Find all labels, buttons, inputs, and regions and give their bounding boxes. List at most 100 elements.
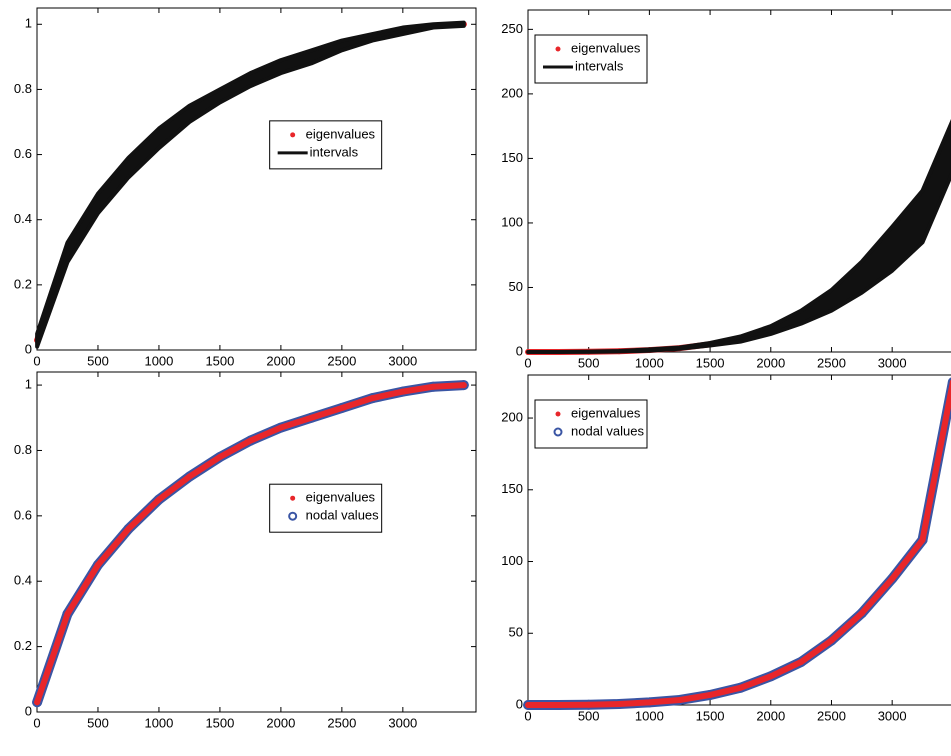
eigen-point [555,702,562,708]
y-tick-label: 0.4 [14,211,32,226]
eigen-point [94,561,101,568]
x-tick-label: 2000 [756,708,785,723]
x-tick-label: 3000 [388,715,417,730]
x-tick-label: 0 [524,355,531,370]
x-tick-label: 0 [33,715,40,730]
x-tick-label: 3000 [388,353,417,368]
legend-swatch [290,495,296,501]
legend-swatch [553,427,563,437]
x-tick-label: 1500 [696,708,725,723]
y-tick-label: 1 [25,377,32,392]
x-tick-label: 2500 [327,353,356,368]
x-tick-label: 0 [33,353,40,368]
x-tick-label: 2500 [817,355,846,370]
eigen-point [430,383,437,390]
legend-label: eigenvalues [306,126,376,141]
legend: eigenvalues nodal values [534,399,648,449]
y-tick-label: 150 [501,150,523,165]
legend-label: eigenvalues [571,405,641,420]
y-tick-label: 0.8 [14,81,32,96]
x-tick-label: 2500 [327,715,356,730]
legend: eigenvalues intervals [269,120,383,170]
x-tick-label: 1500 [205,353,234,368]
y-tick-label: 0.8 [14,442,32,457]
legend: eigenvalues nodal values [269,483,383,533]
y-tick-label: 0.2 [14,276,32,291]
y-tick-label: 0 [516,343,523,358]
legend-label: intervals [575,58,624,73]
eigen-point [919,537,926,543]
eigen-point [525,702,532,708]
x-tick-label: 500 [87,715,109,730]
x-tick-label: 500 [87,353,109,368]
x-tick-label: 1500 [696,355,725,370]
y-tick-label: 0 [25,341,32,356]
eigen-point [64,610,71,617]
y-tick-label: 250 [501,21,523,36]
eigen-point [338,404,345,411]
y-tick-label: 150 [501,481,523,496]
eigen-point [828,637,835,644]
plots: 0 500 1000 1500 2000 2500 300000.20.40.60.81ei… [14,7,951,730]
eigen-point [889,575,896,582]
x-tick-label: 0 [524,708,531,723]
axes-box [36,7,477,351]
subplot: 0 500 1000 1500 2000 2500 3000 0 0.2 0.4 0.6 0.8 1 ei… [14,371,477,730]
nodal-point [947,377,951,387]
eigen-point [186,473,193,480]
legend-label: eigenvalues [571,40,641,55]
legend-label: nodal values [306,508,379,523]
legend-label: eigenvalues [306,490,376,505]
y-tick-label: 0.4 [14,573,32,588]
eigen-point [399,388,406,395]
eigen-point [34,699,41,706]
eigen-point [737,684,744,691]
eigen-point [707,691,714,698]
eigen-point [767,673,774,680]
eigen-point [676,696,683,703]
legend-label: nodal values [571,423,644,438]
axes-box [527,9,951,353]
x-tick-label: 2000 [266,715,295,730]
subplot: 0 500 1000 1500 2000 2500 3000 0 50 100 150 200 250 e… [501,9,951,370]
y-tick-label: 0 [516,696,523,711]
y-tick-label: 200 [501,409,523,424]
legend-swatch [555,411,561,417]
interval-band [35,20,466,349]
legend-box [269,483,383,533]
eigen-point [125,525,132,532]
eigen-point [369,395,376,402]
y-tick-label: 0.6 [14,507,32,522]
y-tick-label: 100 [501,214,523,229]
eigen-point [460,382,467,389]
x-tick-label: 1000 [635,355,664,370]
y-tick-label: 0.2 [14,638,32,653]
eigen-point [155,496,162,503]
axes-box [36,371,477,713]
x-tick-label: 2500 [817,708,846,723]
y-tick-label: 100 [501,553,523,568]
eigen-point [646,699,653,706]
legend: eigenvalues intervals [534,34,648,84]
eigen-point [858,610,865,617]
x-tick-label: 1500 [205,715,234,730]
subplot: 0 500 1000 1500 2000 2500 3000 0 50 100 150 200 eige… [501,374,951,723]
y-tick-label: 1 [25,16,32,31]
x-tick-label: 1000 [144,715,173,730]
legend-swatch [290,132,296,138]
eigen-point [247,437,254,444]
x-tick-label: 1000 [144,353,173,368]
legend-box [534,399,648,449]
x-tick-label: 500 [578,355,600,370]
legend-swatch [555,46,561,52]
axes-box [527,374,951,706]
legend-swatch [288,511,298,521]
y-tick-label: 0 [25,703,32,718]
x-tick-label: 1000 [635,708,664,723]
y-tick-label: 50 [509,625,523,640]
eigen-point [585,701,592,708]
interval-band [526,118,951,354]
x-tick-label: 500 [578,708,600,723]
